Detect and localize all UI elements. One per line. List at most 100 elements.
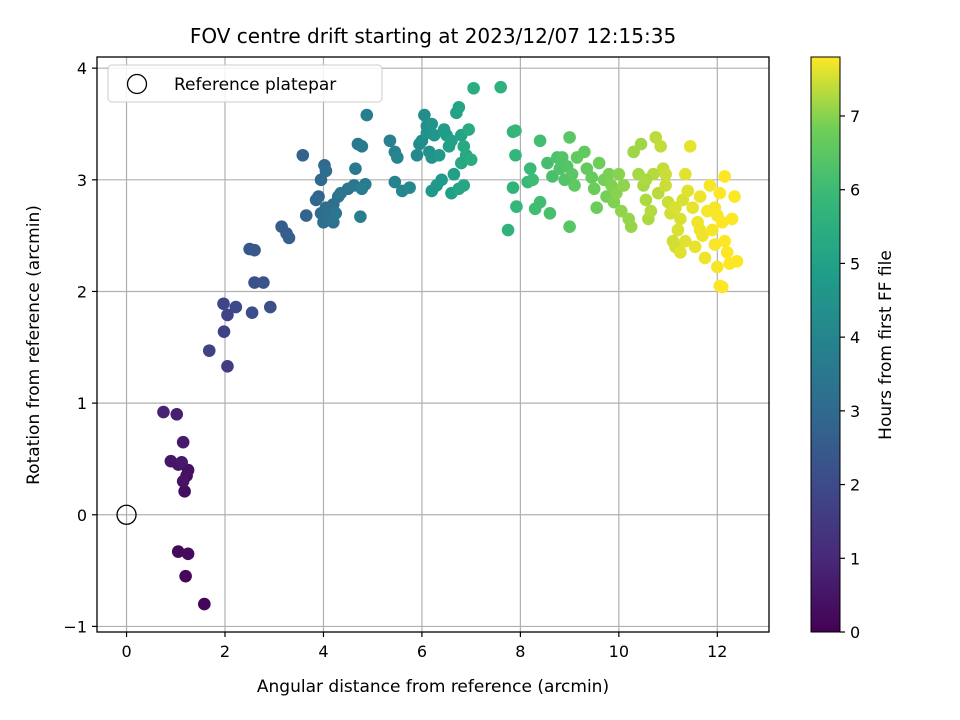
scatter-point [445,134,458,148]
scatter-point [639,173,653,187]
scatter-point [679,167,692,181]
colorbar-ticks: 0 1 2 3 4 5 6 7 [840,107,860,642]
scatter-point [176,474,190,488]
scatter-point [510,200,523,213]
chart-title: FOV centre drift starting at 2023/12/07 … [190,24,676,48]
scatter-point [248,243,261,257]
scatter-point [403,181,416,194]
scatter-point [674,212,687,226]
scatter-point [526,173,539,187]
colorbar-label: Hours from first FF file [876,250,896,440]
y-tick-label: 2 [77,282,87,301]
scatter-point [296,148,310,162]
colorbar-tick-label: 7 [850,107,860,126]
scatter-point [587,182,601,196]
scatter-point [176,435,190,449]
scatter-point [546,170,559,183]
scatter-point [728,190,741,203]
scatter-point [171,545,185,558]
scatter-point [354,210,367,223]
scatter-point [693,190,707,203]
scatter-point [282,231,296,245]
scatter-point [698,251,712,265]
y-axis-label: Rotation from reference (arcmin) [24,205,44,485]
scatter-point [715,215,729,229]
colorbar-gradient [810,56,841,633]
x-tick-label: 4 [318,642,328,661]
scatter-point [198,597,211,611]
reference-platepar-marker [116,504,137,525]
scatter-point [679,234,692,248]
x-tick-label: 0 [121,642,131,661]
legend-marker-icon [126,73,148,95]
scatter-point [615,204,628,218]
scatter-point [713,186,727,200]
scatter-point [319,164,333,178]
scatter-point [651,186,665,200]
scatter-point [360,108,374,122]
scatter-point [523,162,537,175]
scatter-point [543,207,557,220]
scatter-point [391,151,404,164]
scatter-point [221,359,234,373]
scatter-point [686,201,699,215]
y-tick-label: −1 [63,617,87,636]
scatter-point [718,170,731,183]
scatter-point [688,240,702,254]
scatter-point [506,181,520,194]
scatter-point [644,204,658,218]
legend-box [107,64,383,103]
scatter-point [462,123,475,136]
scatter-point [221,308,234,322]
scatter-point [585,171,599,184]
scatter-point [179,569,192,583]
scatter-point [659,179,672,192]
y-tick-label: 3 [77,171,87,190]
scatter-point [565,167,579,181]
scatter-point [703,179,717,192]
scatter-point [715,280,729,294]
scatter-point [720,246,734,259]
scatter-point [388,175,402,189]
scatter-point [309,193,323,207]
scatter-point [447,167,461,181]
scatter-point [708,238,722,251]
scatter-point [181,547,195,561]
reference-marker [116,504,137,525]
scatter-point [541,156,554,170]
scatter-point [634,137,648,151]
scatter-point [681,184,695,198]
scatter-point [612,167,626,181]
colorbar-tick-label: 3 [850,402,860,421]
scatter-point [563,131,576,144]
scatter-point [617,179,631,192]
grid [97,57,769,632]
scatter-point [533,134,547,148]
scatter-point [654,140,667,153]
scatter-point [671,223,685,237]
scatter-point [610,186,623,200]
scatter-point [452,100,466,114]
scatter-point [217,325,231,338]
colorbar-tick-label: 4 [850,328,860,347]
x-tick-label: 10 [609,642,629,661]
scatter-point [349,162,362,175]
colorbar-tick-label: 6 [850,181,860,200]
scatter-point [248,276,261,289]
scatter-point [725,212,739,226]
scatter-point [674,246,687,259]
scatter-point [639,193,653,207]
y-tick-label: 4 [77,59,87,78]
scatter-point [245,306,259,319]
scatter-point [590,201,603,215]
x-axis-label: Angular distance from reference (arcmin) [257,677,609,697]
y-tick-label: 0 [77,506,87,525]
scatter-point [164,454,178,468]
legend: Reference platepar [107,64,383,103]
scatter-point [202,344,216,357]
scatter-point [730,255,744,268]
x-tick-label: 12 [707,642,727,661]
scatter-point [229,300,243,314]
scatter-point [355,140,369,153]
y-axis-ticks: −1 0 1 2 3 4 [63,59,97,636]
